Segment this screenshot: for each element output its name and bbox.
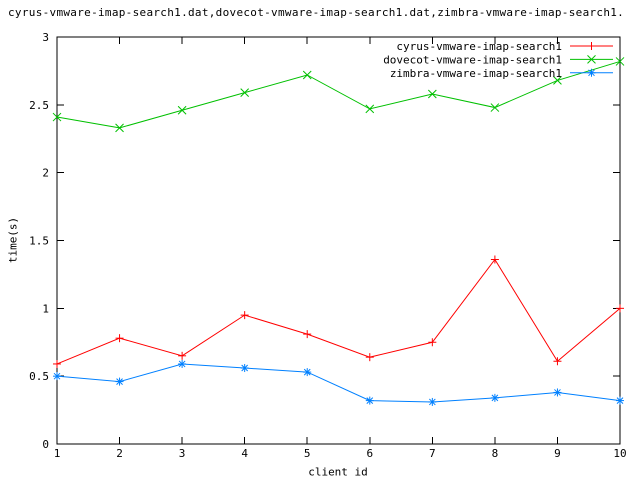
- series-marker-dovecot-vmware-imap-search1: [177, 105, 187, 115]
- series-marker-dovecot-vmware-imap-search1: [302, 70, 312, 80]
- x-tick-label: 9: [554, 447, 561, 460]
- y-tick-label: 1: [42, 302, 49, 315]
- series-marker-dovecot-vmware-imap-search1: [365, 104, 375, 114]
- series-marker-zimbra-vmware-imap-search1: [53, 372, 61, 380]
- series-marker-dovecot-vmware-imap-search1: [553, 76, 562, 85]
- legend-label-dovecot-vmware-imap-search1: dovecot-vmware-imap-search1: [383, 53, 562, 66]
- series-marker-dovecot-vmware-imap-search1: [240, 88, 250, 97]
- legend-marker-dovecot-vmware-imap-search1: [587, 55, 596, 64]
- y-tick-label: 0.5: [29, 370, 49, 383]
- x-tick-label: 1: [54, 447, 61, 460]
- y-tick-label: 2: [42, 167, 49, 180]
- series-marker-zimbra-vmware-imap-search1: [428, 398, 436, 406]
- series-marker-zimbra-vmware-imap-search1: [303, 368, 311, 376]
- series-marker-dovecot-vmware-imap-search1: [490, 103, 500, 112]
- y-tick-label: 0: [42, 438, 49, 451]
- series-marker-zimbra-vmware-imap-search1: [616, 397, 624, 404]
- x-tick-label: 4: [241, 447, 248, 460]
- series-marker-zimbra-vmware-imap-search1: [241, 364, 249, 372]
- series-marker-zimbra-vmware-imap-search1: [116, 378, 123, 385]
- x-axis-label: client id: [308, 465, 368, 479]
- series-marker-zimbra-vmware-imap-search1: [366, 397, 374, 404]
- legend-label-cyrus-vmware-imap-search1: cyrus-vmware-imap-search1: [396, 40, 562, 53]
- series-marker-dovecot-vmware-imap-search1: [115, 123, 124, 133]
- series-line-dovecot-vmware-imap-search1: [56, 60, 621, 129]
- x-tick-label: 7: [429, 447, 436, 460]
- x-tick-label: 2: [116, 447, 123, 460]
- series-marker-dovecot-vmware-imap-search1: [52, 112, 62, 122]
- series-line-cyrus-vmware-imap-search1: [56, 258, 621, 365]
- series-marker-zimbra-vmware-imap-search1: [554, 389, 561, 396]
- chart-title: cyrus-vmware-imap-search1.dat,dovecot-vm…: [8, 6, 625, 19]
- x-tick-label: 3: [179, 447, 186, 460]
- series-marker-zimbra-vmware-imap-search1: [491, 394, 499, 402]
- y-tick-label: 3: [42, 31, 49, 44]
- y-tick-label: 2.5: [29, 99, 49, 112]
- series-marker-dovecot-vmware-imap-search1: [615, 57, 625, 66]
- y-tick-label: 1.5: [29, 235, 49, 248]
- plot-border: [56, 36, 621, 445]
- x-tick-label: 6: [366, 447, 373, 460]
- series-line-zimbra-vmware-imap-search1: [56, 363, 621, 403]
- series-marker-zimbra-vmware-imap-search1: [178, 360, 186, 368]
- x-tick-label: 8: [492, 447, 499, 460]
- legend-label-zimbra-vmware-imap-search1: zimbra-vmware-imap-search1: [390, 67, 562, 80]
- series-marker-dovecot-vmware-imap-search1: [427, 89, 437, 99]
- x-tick-label: 5: [304, 447, 311, 460]
- legend-marker-zimbra-vmware-imap-search1: [588, 69, 595, 77]
- x-tick-label: 10: [613, 447, 626, 460]
